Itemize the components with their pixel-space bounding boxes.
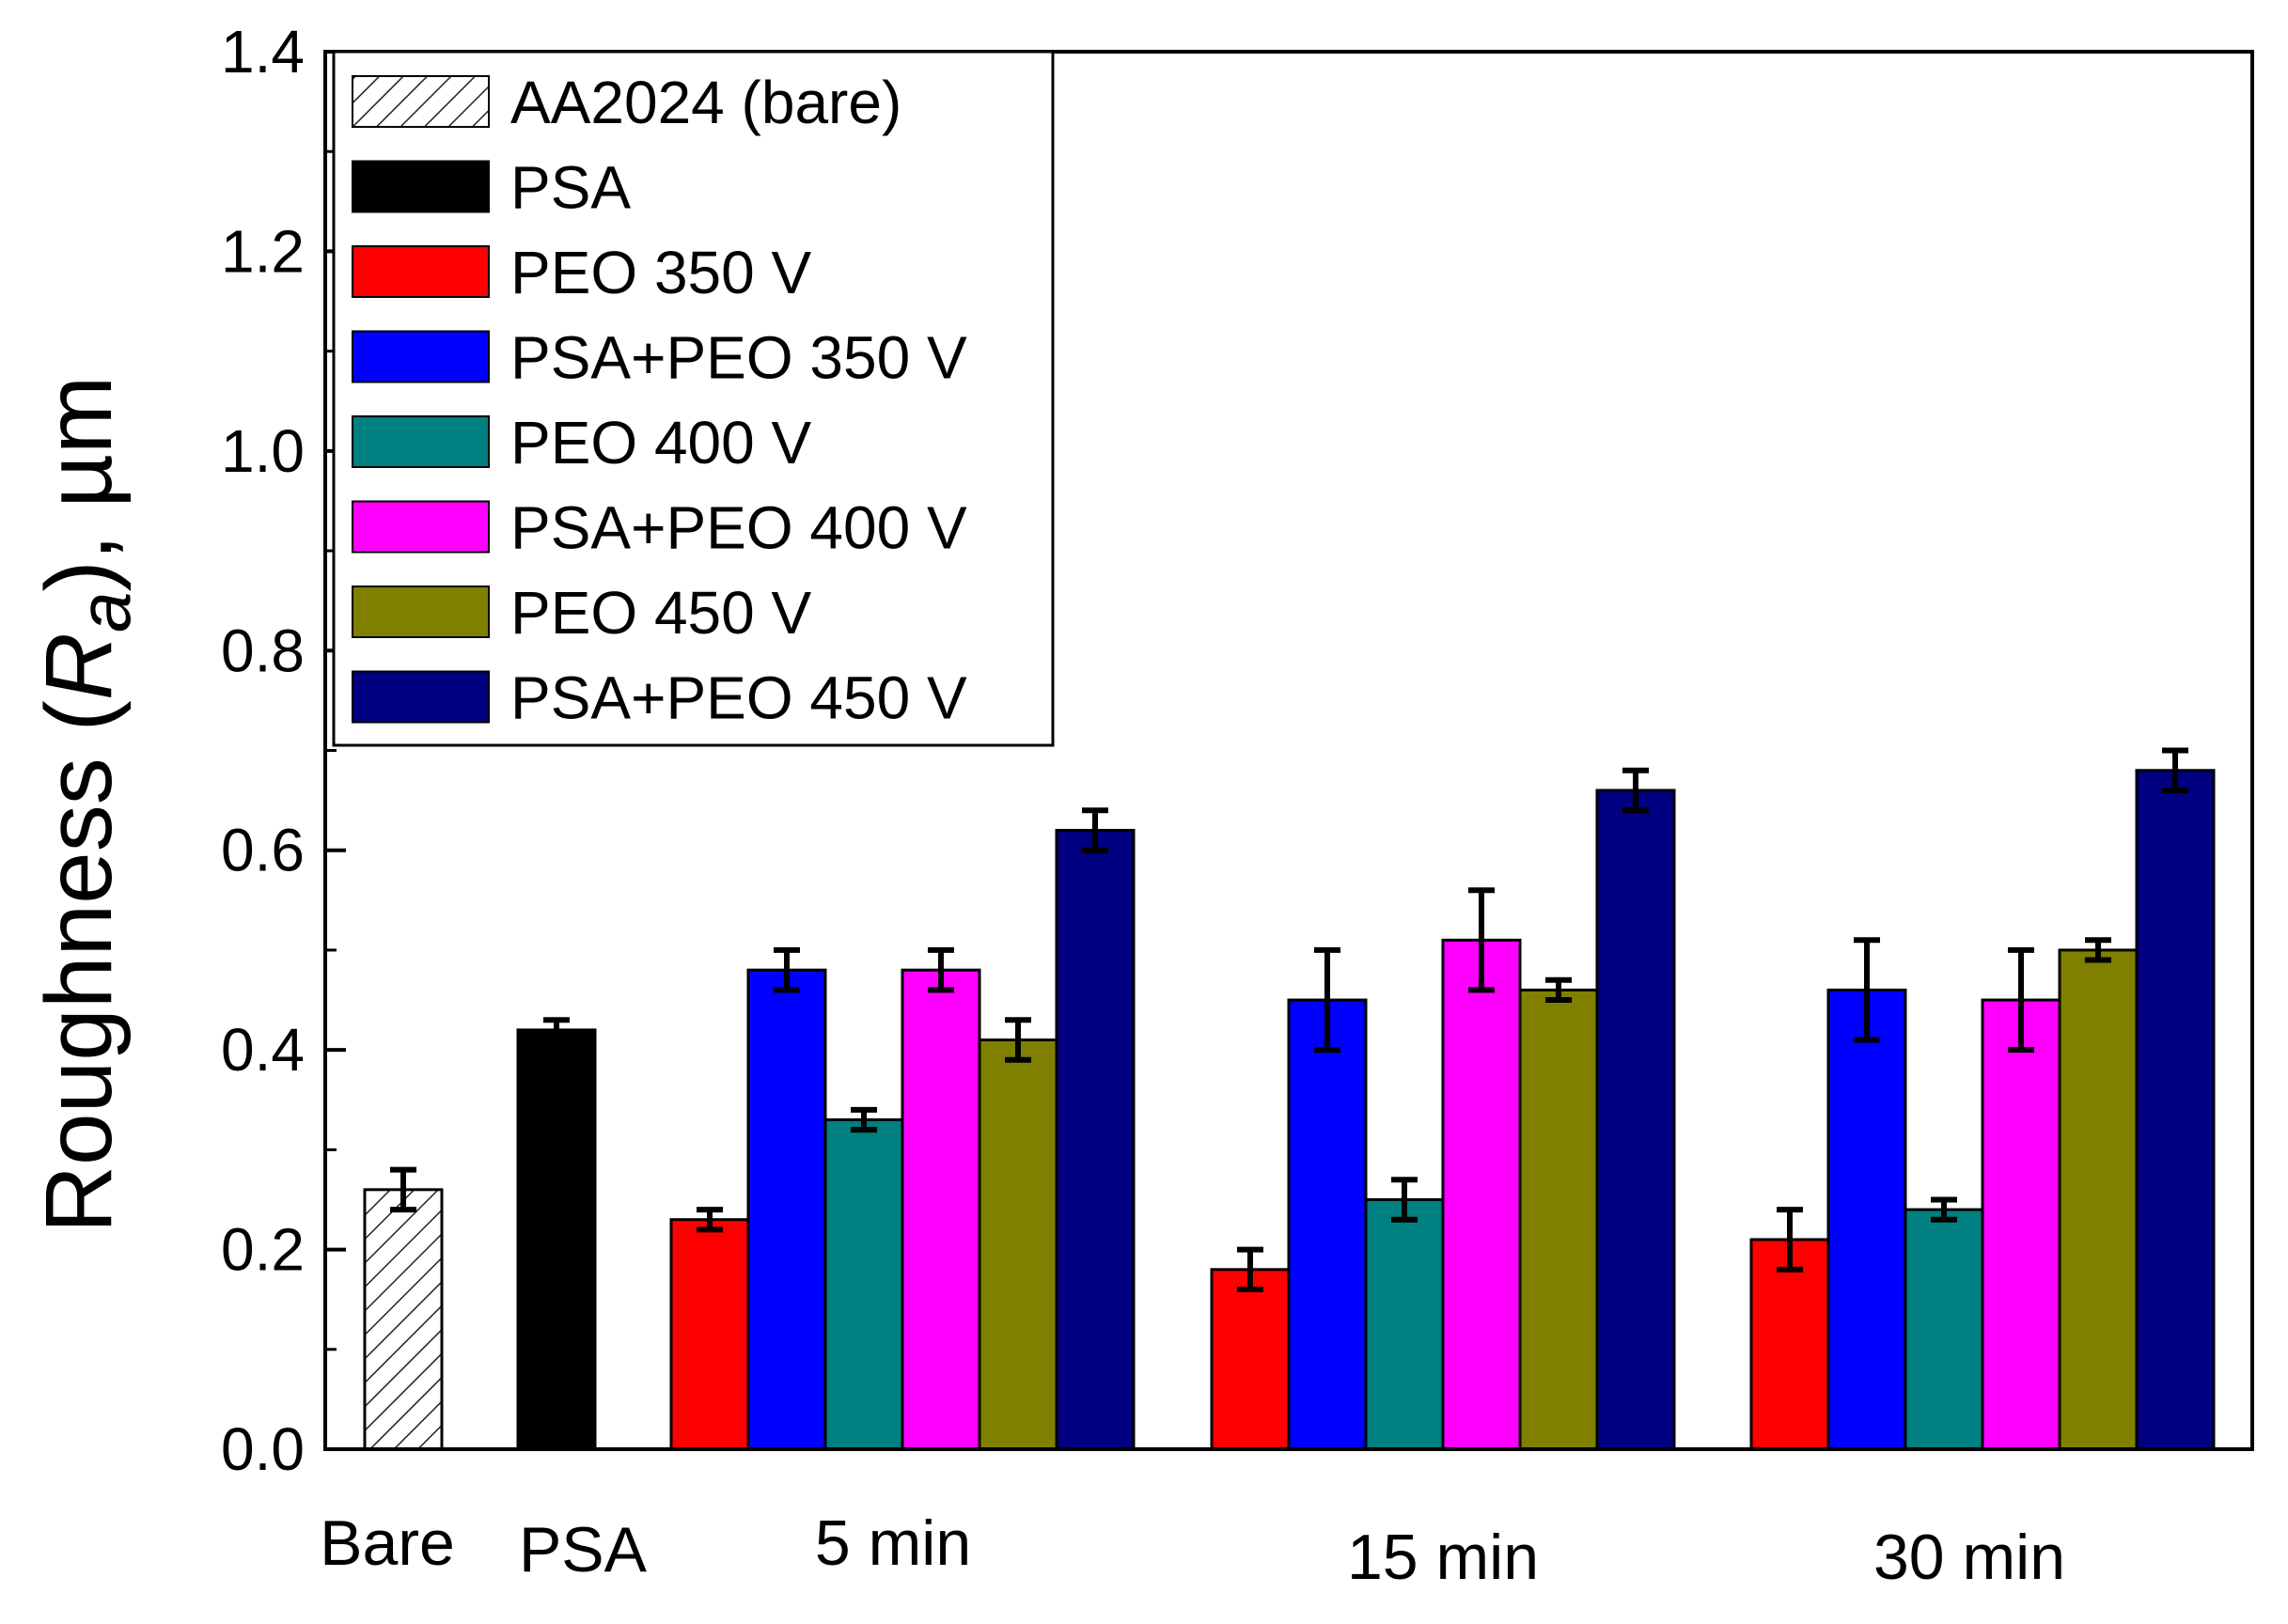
y-tick-label: 0.4 <box>221 1016 305 1084</box>
legend-label: AA2024 (bare) <box>510 69 901 136</box>
y-tick-label: 1.4 <box>221 18 305 86</box>
bar-psa-peo-450-v <box>1595 789 1676 1451</box>
y-title-suffix: ), µm <box>26 376 132 592</box>
legend-swatch <box>352 670 490 724</box>
bar-peo-350-v <box>1749 1238 1830 1451</box>
legend-swatch <box>352 415 490 468</box>
bar-psa-peo-400-v <box>901 968 981 1451</box>
legend-label: PEO 450 V <box>510 579 812 647</box>
bar-peo-350-v <box>1210 1268 1291 1451</box>
bar-psa-peo-350-v <box>1826 988 1907 1451</box>
y-tick-label: 0.2 <box>221 1216 305 1284</box>
bar-peo-450-v <box>1518 988 1599 1451</box>
bar-psa-peo-350-v <box>746 968 827 1451</box>
bar-psa-peo-400-v <box>1981 998 2061 1451</box>
legend-swatch <box>352 75 490 128</box>
legend-swatch <box>352 586 490 638</box>
legend-label: PEO 350 V <box>510 239 812 306</box>
bars <box>363 769 2216 1451</box>
legend-label: PEO 400 V <box>510 409 812 476</box>
y-title-prefix: Roughness ( <box>26 700 132 1233</box>
legend-swatch <box>352 160 490 213</box>
y-tick-label: 1.0 <box>221 417 305 485</box>
x-category-label: 5 min <box>815 1507 971 1579</box>
x-category-label: 15 min <box>1347 1522 1539 1593</box>
legend-swatch <box>352 500 490 554</box>
y-axis: 0.0 0.2 0.4 0.6 0.8 1.0 1.2 1.4 <box>221 18 346 1483</box>
x-category-label: Bare <box>320 1507 455 1579</box>
bar-psa-peo-450-v <box>2135 769 2216 1451</box>
bar-peo-400-v <box>1364 1197 1445 1451</box>
x-axis-labels: Bare PSA 5 min 15 min 30 min <box>320 1507 2065 1593</box>
bar-aa2024-bare- <box>363 1188 444 1451</box>
legend-swatch <box>352 245 490 298</box>
y-title-subscript: a <box>63 592 146 632</box>
bar-psa-peo-450-v <box>1055 828 1136 1451</box>
legend-label: PSA <box>510 154 631 222</box>
legend-swatch <box>352 330 490 383</box>
y-tick-label: 1.2 <box>221 217 305 285</box>
x-category-label: PSA <box>519 1514 648 1585</box>
bar-peo-400-v <box>1904 1208 1984 1451</box>
y-tick-label: 0.0 <box>221 1415 305 1483</box>
y-tick-label: 0.6 <box>221 817 305 884</box>
x-category-label: 30 min <box>1873 1522 2065 1593</box>
bar-peo-450-v <box>978 1038 1058 1451</box>
bar-psa-peo-400-v <box>1441 938 1522 1451</box>
y-title-symbol: R <box>26 632 132 700</box>
bar-peo-350-v <box>669 1218 750 1451</box>
legend-label: PSA+PEO 350 V <box>510 324 967 392</box>
y-axis-title: Roughness (Ra), µm <box>26 376 146 1233</box>
legend-label: PSA+PEO 450 V <box>510 664 967 732</box>
bar-psa-peo-350-v <box>1287 998 1368 1451</box>
bar-psa <box>516 1028 597 1451</box>
legend-label: PSA+PEO 400 V <box>510 494 967 562</box>
legend: AA2024 (bare) PSA PEO 350 V PSA+PEO 350 V PE… <box>332 50 1055 747</box>
error-bars <box>390 747 2188 1293</box>
bar-peo-400-v <box>823 1117 904 1451</box>
bar-peo-450-v <box>2058 948 2139 1451</box>
y-tick-label: 0.8 <box>221 617 305 684</box>
